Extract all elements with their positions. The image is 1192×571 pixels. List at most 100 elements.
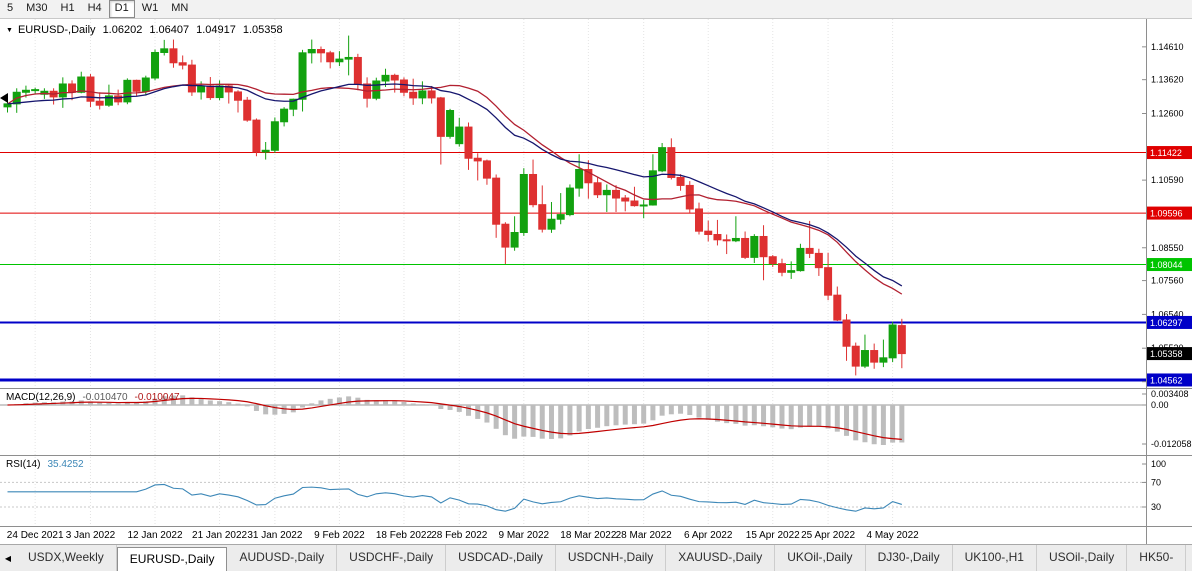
timeframe-button-m30[interactable]: M30 [26,2,48,14]
chart-tab-usoil-daily[interactable]: USOil-,Daily [1037,545,1128,571]
candle-body [612,189,621,199]
timeframe-button-h4[interactable]: H4 [87,2,102,14]
candle-body [95,100,104,106]
svg-text:1.05358: 1.05358 [1150,349,1183,359]
candle-body [390,74,399,81]
candle-body [805,247,814,254]
candle-body [787,270,796,273]
macd-name: MACD(12,26,9) [6,392,76,403]
timeframe-button-5[interactable]: 5 [7,2,14,14]
svg-text:9 Feb 2022: 9 Feb 2022 [314,530,365,541]
candle-body [243,99,252,121]
candle-body [492,177,501,225]
svg-text:9 Mar 2022: 9 Mar 2022 [499,530,550,541]
svg-text:21 Jan 2022: 21 Jan 2022 [192,530,247,541]
chart-tab-dj30-daily[interactable]: DJ30-,Daily [866,545,953,571]
candle-body [879,357,888,363]
chart-tab-uk100-h1[interactable]: UK100-,H1 [953,545,1037,571]
candle-body [538,204,547,230]
svg-text:3 Jan 2022: 3 Jan 2022 [66,530,116,541]
tab-scroll-left-icon[interactable]: ◀ [4,553,12,563]
current-price-badge [1147,347,1192,361]
price-badge-1.09596 [1147,206,1192,220]
grid-lines [34,19,894,525]
rsi-name: RSI(14) [6,459,41,470]
svg-text:31 Jan 2022: 31 Jan 2022 [247,530,302,541]
svg-text:30: 30 [1151,502,1161,512]
candle-body [68,83,77,93]
chart-tab-usdx-weekly[interactable]: USDX,Weekly [16,545,117,571]
svg-text:28 Feb 2022: 28 Feb 2022 [431,530,488,541]
svg-text:6 Apr 2022: 6 Apr 2022 [684,530,733,541]
candle-body [141,77,150,92]
candle-body [261,149,270,153]
candle-body [224,85,233,93]
candle-body [777,263,786,273]
candle-body [280,108,289,123]
candle-body [676,176,685,186]
svg-text:0.00: 0.00 [1151,400,1169,410]
timeframe-button-w1[interactable]: W1 [141,2,159,14]
timeframe-button-h1[interactable]: H1 [60,2,75,14]
candle-body [768,256,777,265]
rsi-line [7,483,903,512]
chart-tab-usdcnh-daily[interactable]: USDCNH-,Daily [556,545,667,571]
svg-text:12 Jan 2022: 12 Jan 2022 [127,530,182,541]
candle-body [695,208,703,232]
candle-body [722,239,731,242]
svg-text:18 Feb 2022: 18 Feb 2022 [376,530,433,541]
candle-body [897,325,906,355]
svg-text:1.08550: 1.08550 [1151,243,1184,253]
candle-body [446,110,455,137]
candle-body [888,324,897,359]
chart-tab-audusd-daily[interactable]: AUDUSD-,Daily [227,545,338,571]
chart-background[interactable] [0,18,1192,544]
candle-body [436,97,445,137]
chart-tab-hk50[interactable]: HK50- [1127,545,1187,571]
ma-fast-line [7,83,903,295]
timeframe-button-d1[interactable]: D1 [108,0,135,18]
svg-text:-0.012058: -0.012058 [1151,439,1192,449]
candle-body [713,233,722,241]
candle-body [814,252,823,269]
rsi-axis: 100 70 30 [1142,459,1166,512]
svg-text:70: 70 [1151,477,1161,487]
price-badge-1.11422 [1147,146,1192,160]
candle-body [630,200,639,207]
candle-body [123,79,132,103]
symbol-collapse-icon[interactable]: ▼ [6,26,13,34]
candle-body [289,98,298,110]
rsi-indicator-label: RSI(14) 35.4252 [6,459,84,470]
rsi-value: 35.4252 [47,459,84,470]
candle-body [427,90,436,99]
candle-body [796,247,805,272]
candle-body [169,48,178,64]
svg-text:1.06540: 1.06540 [1151,309,1184,319]
svg-text:1.11422: 1.11422 [1150,148,1182,158]
candle-body [151,51,160,79]
candle-body [335,58,344,63]
svg-text:25 Apr 2022: 25 Apr 2022 [801,530,855,541]
macd-signal-value: -0.010047 [134,392,180,403]
candle-body [3,103,12,108]
chart-tab-eurusd-daily[interactable]: EURUSD-,Daily [116,547,228,571]
chart-tab-ukoil-daily[interactable]: UKOil-,Daily [775,545,866,571]
chart-tab-usdcad-daily[interactable]: USDCAD-,Daily [446,545,556,571]
chart-tab-xauusd-daily[interactable]: XAUUSD-,Daily [666,545,776,571]
svg-text:0.003408: 0.003408 [1151,389,1189,399]
chart-tab-usdchf-daily[interactable]: USDCHF-,Daily [337,545,447,571]
timeframe-button-mn[interactable]: MN [171,2,189,14]
price-badge-1.04562 [1147,373,1192,387]
candle-body [870,350,879,363]
candle-body [31,89,40,92]
candle-body [529,173,538,206]
candle-body [648,170,657,206]
candle-body [86,76,95,102]
svg-text:28 Mar 2022: 28 Mar 2022 [616,530,673,541]
svg-text:4 May 2022: 4 May 2022 [866,530,919,541]
candle-body [833,294,842,321]
svg-text:18 Mar 2022: 18 Mar 2022 [560,530,617,541]
candle-body [860,350,869,367]
candle-body [621,197,630,202]
